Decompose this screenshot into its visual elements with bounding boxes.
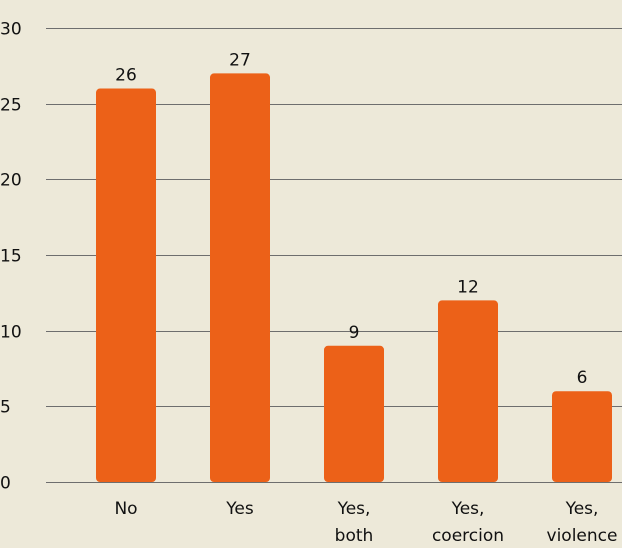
data-label: 27 — [229, 50, 251, 70]
x-tick-label: Yes — [225, 499, 254, 519]
bar-2 — [324, 345, 384, 482]
x-tick-label: Yes, — [451, 499, 485, 519]
bar-3 — [438, 300, 498, 482]
bar-0 — [96, 88, 156, 483]
x-tick-label: coercion — [432, 526, 504, 546]
y-tick-label: 15 — [0, 247, 22, 267]
y-axis-ticks: 0 5 10 15 20 25 30 — [0, 20, 22, 494]
x-axis-ticks: No Yes Yes, both Yes, coercion Yes, violence — [114, 499, 617, 546]
data-label: 9 — [349, 323, 360, 343]
data-labels: 26 27 9 12 6 — [115, 50, 587, 388]
x-tick-label: Yes, — [565, 499, 599, 519]
y-tick-label: 30 — [0, 20, 22, 40]
data-label: 26 — [115, 66, 137, 86]
x-tick-label: No — [114, 499, 137, 519]
x-tick-label: both — [335, 526, 374, 546]
x-tick-label: Yes, — [337, 499, 371, 519]
y-tick-label: 10 — [0, 323, 22, 343]
y-tick-label: 0 — [0, 474, 11, 494]
bar-1 — [210, 73, 270, 483]
bars — [96, 73, 612, 483]
data-label: 6 — [577, 368, 588, 388]
y-tick-label: 20 — [0, 171, 22, 191]
y-tick-label: 5 — [0, 398, 11, 418]
bar-4 — [552, 391, 612, 482]
y-tick-label: 25 — [0, 96, 22, 116]
x-tick-label: violence — [547, 526, 618, 546]
data-label: 12 — [457, 277, 479, 297]
